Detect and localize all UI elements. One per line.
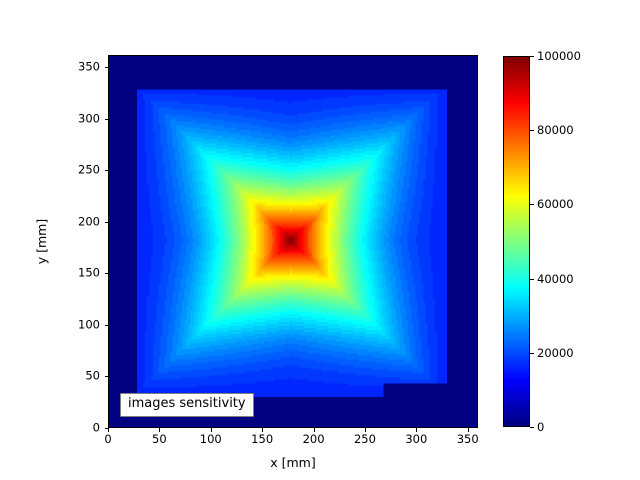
x-tick-mark — [159, 428, 161, 432]
colorbar-tick-mark — [530, 352, 534, 354]
x-axis-label: x [mm] — [270, 455, 316, 470]
x-tick-mark — [364, 428, 366, 432]
y-tick-label: 50 — [85, 368, 100, 383]
colorbar-tick-mark — [530, 278, 534, 280]
colorbar-tick-mark — [530, 204, 534, 206]
colorbar — [503, 56, 530, 427]
x-tick-label: 300 — [405, 432, 428, 446]
x-tick-mark — [416, 428, 418, 432]
y-tick-mark — [104, 273, 108, 275]
y-tick-mark — [104, 67, 108, 69]
y-tick-label: 0 — [92, 420, 100, 435]
x-tick-label: 250 — [353, 432, 376, 446]
colorbar-tick-label: 0 — [537, 420, 545, 434]
y-axis-label: y [mm] — [34, 218, 49, 265]
x-tick-label: 350 — [456, 432, 479, 446]
colorbar-tick-label: 20000 — [537, 345, 574, 360]
y-tick-mark — [104, 221, 108, 223]
heatmap-image — [109, 56, 477, 427]
x-tick-mark — [108, 428, 109, 432]
colorbar-tick-mark — [530, 56, 534, 57]
y-tick-label: 100 — [78, 317, 100, 332]
y-tick-mark — [104, 324, 108, 326]
y-tick-mark — [104, 118, 108, 120]
x-tick-label: 0 — [104, 432, 112, 446]
y-tick-mark — [104, 170, 108, 172]
colorbar-tick-label: 40000 — [537, 271, 574, 286]
colorbar-gradient — [504, 57, 529, 426]
y-tick-label: 150 — [78, 265, 100, 280]
x-tick-label: 150 — [251, 432, 274, 446]
x-tick-mark — [210, 428, 212, 432]
colorbar-tick-label: 100000 — [537, 49, 581, 63]
colorbar-tick-label: 80000 — [537, 123, 574, 138]
colorbar-tick-label: 60000 — [537, 197, 574, 212]
x-tick-label: 200 — [302, 432, 325, 446]
legend-label: images sensitivity — [128, 396, 246, 411]
x-tick-label: 100 — [199, 432, 222, 446]
x-tick-mark — [313, 428, 315, 432]
colorbar-tick-mark — [530, 427, 534, 428]
legend-box: images sensitivity — [120, 393, 254, 417]
x-tick-mark — [262, 428, 264, 432]
y-tick-label: 200 — [78, 214, 100, 229]
y-tick-label: 300 — [78, 111, 100, 126]
x-tick-mark — [467, 428, 469, 432]
y-tick-mark — [104, 376, 108, 378]
x-tick-label: 50 — [152, 432, 167, 446]
y-tick-label: 350 — [78, 59, 100, 74]
colorbar-tick-mark — [530, 130, 534, 132]
y-tick-mark — [104, 428, 108, 429]
heatmap-axes — [108, 55, 478, 428]
y-tick-label: 250 — [78, 162, 100, 177]
